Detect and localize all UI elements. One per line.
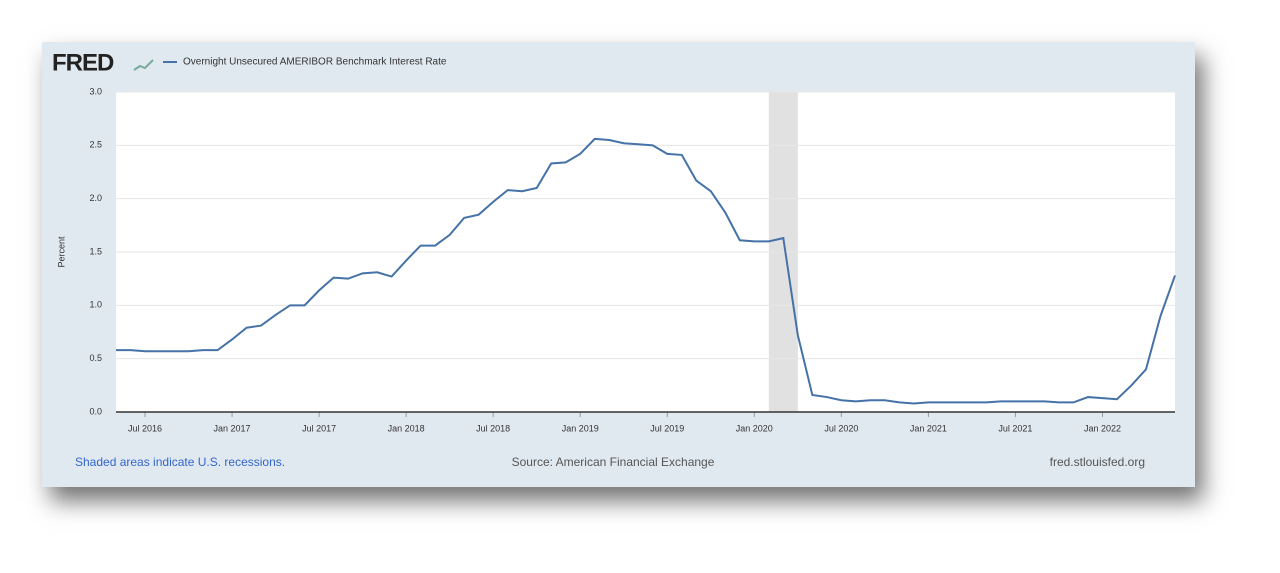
legend-label: Overnight Unsecured AMERIBOR Benchmark I… xyxy=(183,57,447,68)
x-tick-label: Jul 2016 xyxy=(128,423,162,433)
y-tick-label: 2.5 xyxy=(89,140,102,150)
y-tick-label: 0.0 xyxy=(89,406,102,416)
site[interactable]: fred.stlouisfed.org xyxy=(1050,455,1145,469)
x-tick-label: Jan 2017 xyxy=(214,423,251,433)
y-tick-label: 2.0 xyxy=(89,193,102,203)
y-axis-label: Percent xyxy=(56,236,66,268)
x-tick-label: Jan 2019 xyxy=(562,423,599,433)
data-line xyxy=(116,137,1176,405)
x-tick-label: Jul 2019 xyxy=(650,423,684,433)
y-tick-label: 0.5 xyxy=(89,353,102,363)
x-tick-label: Jul 2020 xyxy=(824,423,858,433)
y-tick-label: 3.0 xyxy=(89,86,102,96)
x-tick-label: Jul 2017 xyxy=(302,423,336,433)
recession-note[interactable]: Shaded areas indicate U.S. recessions. xyxy=(75,455,285,469)
x-tick-label: Jul 2018 xyxy=(476,423,510,433)
x-tick-label: Jul 2021 xyxy=(998,423,1032,433)
y-tick-label: 1.0 xyxy=(89,300,102,310)
x-tick-label: Jan 2020 xyxy=(736,423,773,433)
y-tick-label: 1.5 xyxy=(89,246,102,256)
x-tick-label: Jan 2018 xyxy=(388,423,425,433)
source: Source: American Financial Exchange xyxy=(512,455,715,469)
x-tick-label: Jan 2022 xyxy=(1084,423,1121,433)
logo: FRED xyxy=(52,49,114,76)
logo-icon xyxy=(133,59,154,71)
x-tick-label: Jan 2021 xyxy=(910,423,947,433)
